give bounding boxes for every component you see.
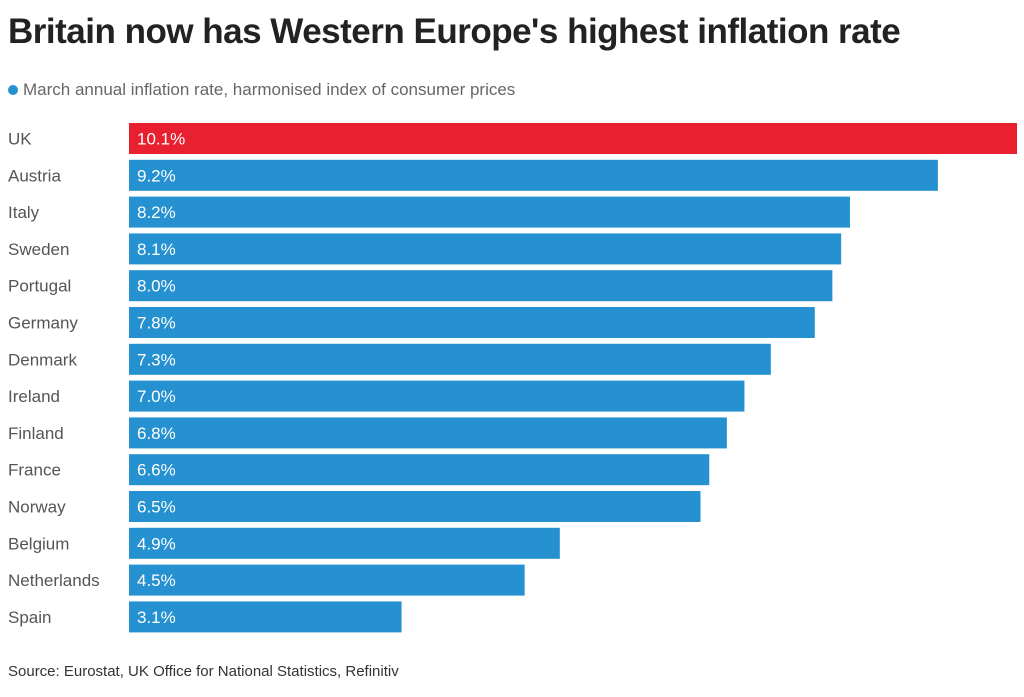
value-label: 8.1% [137,240,176,259]
value-label: 6.5% [137,498,176,517]
legend: March annual inflation rate, harmonised … [8,80,515,100]
bar-row: Finland 6.8% [8,417,727,449]
chart-title: Britain now has Western Europe's highest… [8,12,901,51]
category-label: Sweden [8,240,69,259]
bar [129,454,710,486]
category-label: Finland [8,424,64,443]
bar [129,380,745,412]
bar [129,196,850,228]
value-label: 6.8% [137,424,176,443]
category-label: Norway [8,498,66,517]
bar [129,491,701,522]
bar-row: Belgium 4.9% [8,527,560,559]
value-label: 8.0% [137,277,176,296]
bar [129,417,727,449]
category-label: UK [8,130,32,149]
value-label: 10.1% [137,130,185,149]
value-label: 7.0% [137,387,176,406]
category-label: Netherlands [8,571,100,590]
bar [129,307,815,338]
category-label: Austria [8,166,61,185]
bar-row: Netherlands 4.5% [8,564,525,596]
category-label: Denmark [8,350,77,369]
value-label: 4.5% [137,571,176,590]
value-label: 3.1% [137,608,176,627]
value-label: 9.2% [137,166,176,185]
bar [129,527,560,559]
bar-row: Norway 6.5% [8,491,701,522]
bar [129,270,833,302]
bar [129,123,1017,154]
bar-row: Sweden 8.1% [8,233,842,265]
category-label: Ireland [8,387,60,406]
bar [129,159,938,191]
category-label: Belgium [8,534,69,553]
category-label: Portugal [8,277,71,296]
category-label: Italy [8,203,40,222]
value-label: 8.2% [137,203,176,222]
bar-row: Germany 7.8% [8,307,815,338]
bar-row: Italy 8.2% [8,196,850,228]
bar [129,564,525,596]
category-label: Germany [8,314,78,333]
bar-row: Austria 9.2% [8,159,938,191]
bar-row: Portugal 8.0% [8,270,833,302]
bar-row: Ireland 7.0% [8,380,745,412]
bar-row: France 6.6% [8,454,710,486]
source-note: Source: Eurostat, UK Office for National… [8,663,399,680]
bar-row: Denmark 7.3% [8,343,771,375]
category-label: France [8,461,61,480]
legend-dot-icon [8,85,18,95]
value-label: 7.3% [137,350,176,369]
bar [129,601,402,633]
value-label: 7.8% [137,314,176,333]
bar-row: Spain 3.1% [8,601,402,633]
category-label: Spain [8,608,51,627]
bar [129,343,771,375]
legend-label: March annual inflation rate, harmonised … [23,80,516,99]
value-label: 4.9% [137,534,176,553]
bar [129,233,842,265]
value-label: 6.6% [137,461,176,480]
bar-row: UK 10.1% [8,123,1017,154]
